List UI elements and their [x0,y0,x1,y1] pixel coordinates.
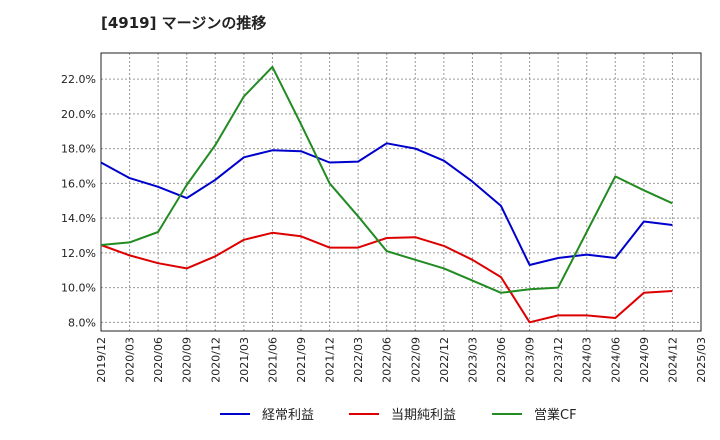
x-tick-label: 2023/12 [552,337,565,383]
x-tick-label: 2024/12 [666,337,679,383]
x-tick-label: 2021/12 [324,337,337,383]
y-tick-label: 8.0% [68,316,96,329]
y-tick-label: 10.0% [61,282,96,295]
legend: 経常利益 当期純利益 営業CF [220,407,577,423]
x-tick-label: 2024/09 [638,337,651,383]
plot-frame [100,52,702,332]
y-tick-label: 20.0% [61,108,96,121]
x-tick-label: 2023/06 [495,337,508,383]
legend-label: 当期純利益 [391,408,456,423]
x-tick-label: 2024/06 [609,337,622,383]
x-tick-label: 2023/03 [466,337,479,383]
x-tick-label: 2023/09 [524,337,537,383]
x-tick-label: 2020/06 [152,337,165,383]
y-tick-label: 16.0% [61,177,96,190]
x-tick-label: 2022/09 [409,337,422,383]
y-tick-label: 12.0% [61,247,96,260]
x-tick-label: 2022/03 [352,337,365,383]
x-tick-label: 2020/12 [209,337,222,383]
x-axis-ticks: 2019/12 2020/03 2020/06 2020/09 2020/12 2021/… [95,337,708,383]
series-line-経常利益 [100,142,673,266]
x-tick-label: 2022/06 [381,337,394,383]
series-line-営業CF [100,65,673,294]
x-tick-label: 2020/09 [181,337,194,383]
y-tick-label: 14.0% [61,212,96,225]
x-tick-label: 2021/09 [295,337,308,383]
y-axis-ticks: 8.0% 10.0% 12.0% 14.0% 16.0% 18.0% 20.0% 22.0% [61,73,96,329]
series-line-当期純利益 [100,231,673,324]
y-tick-label: 22.0% [61,73,96,86]
x-tick-label: 2024/03 [581,337,594,383]
y-tick-label: 18.0% [61,143,96,156]
x-tick-label: 2021/06 [266,337,279,383]
x-tick-label: 2022/12 [438,337,451,383]
legend-label: 経常利益 [262,408,314,423]
legend-label: 営業CF [534,407,577,423]
series-lines [100,65,673,324]
grid-lines [101,53,701,331]
chart-title: [4919] マージンの推移 [101,14,267,32]
x-tick-label: 2021/03 [238,337,251,383]
x-tick-label: 2025/03 [695,337,708,383]
x-tick-label: 2019/12 [95,337,108,383]
x-tick-label: 2020/03 [124,337,137,383]
